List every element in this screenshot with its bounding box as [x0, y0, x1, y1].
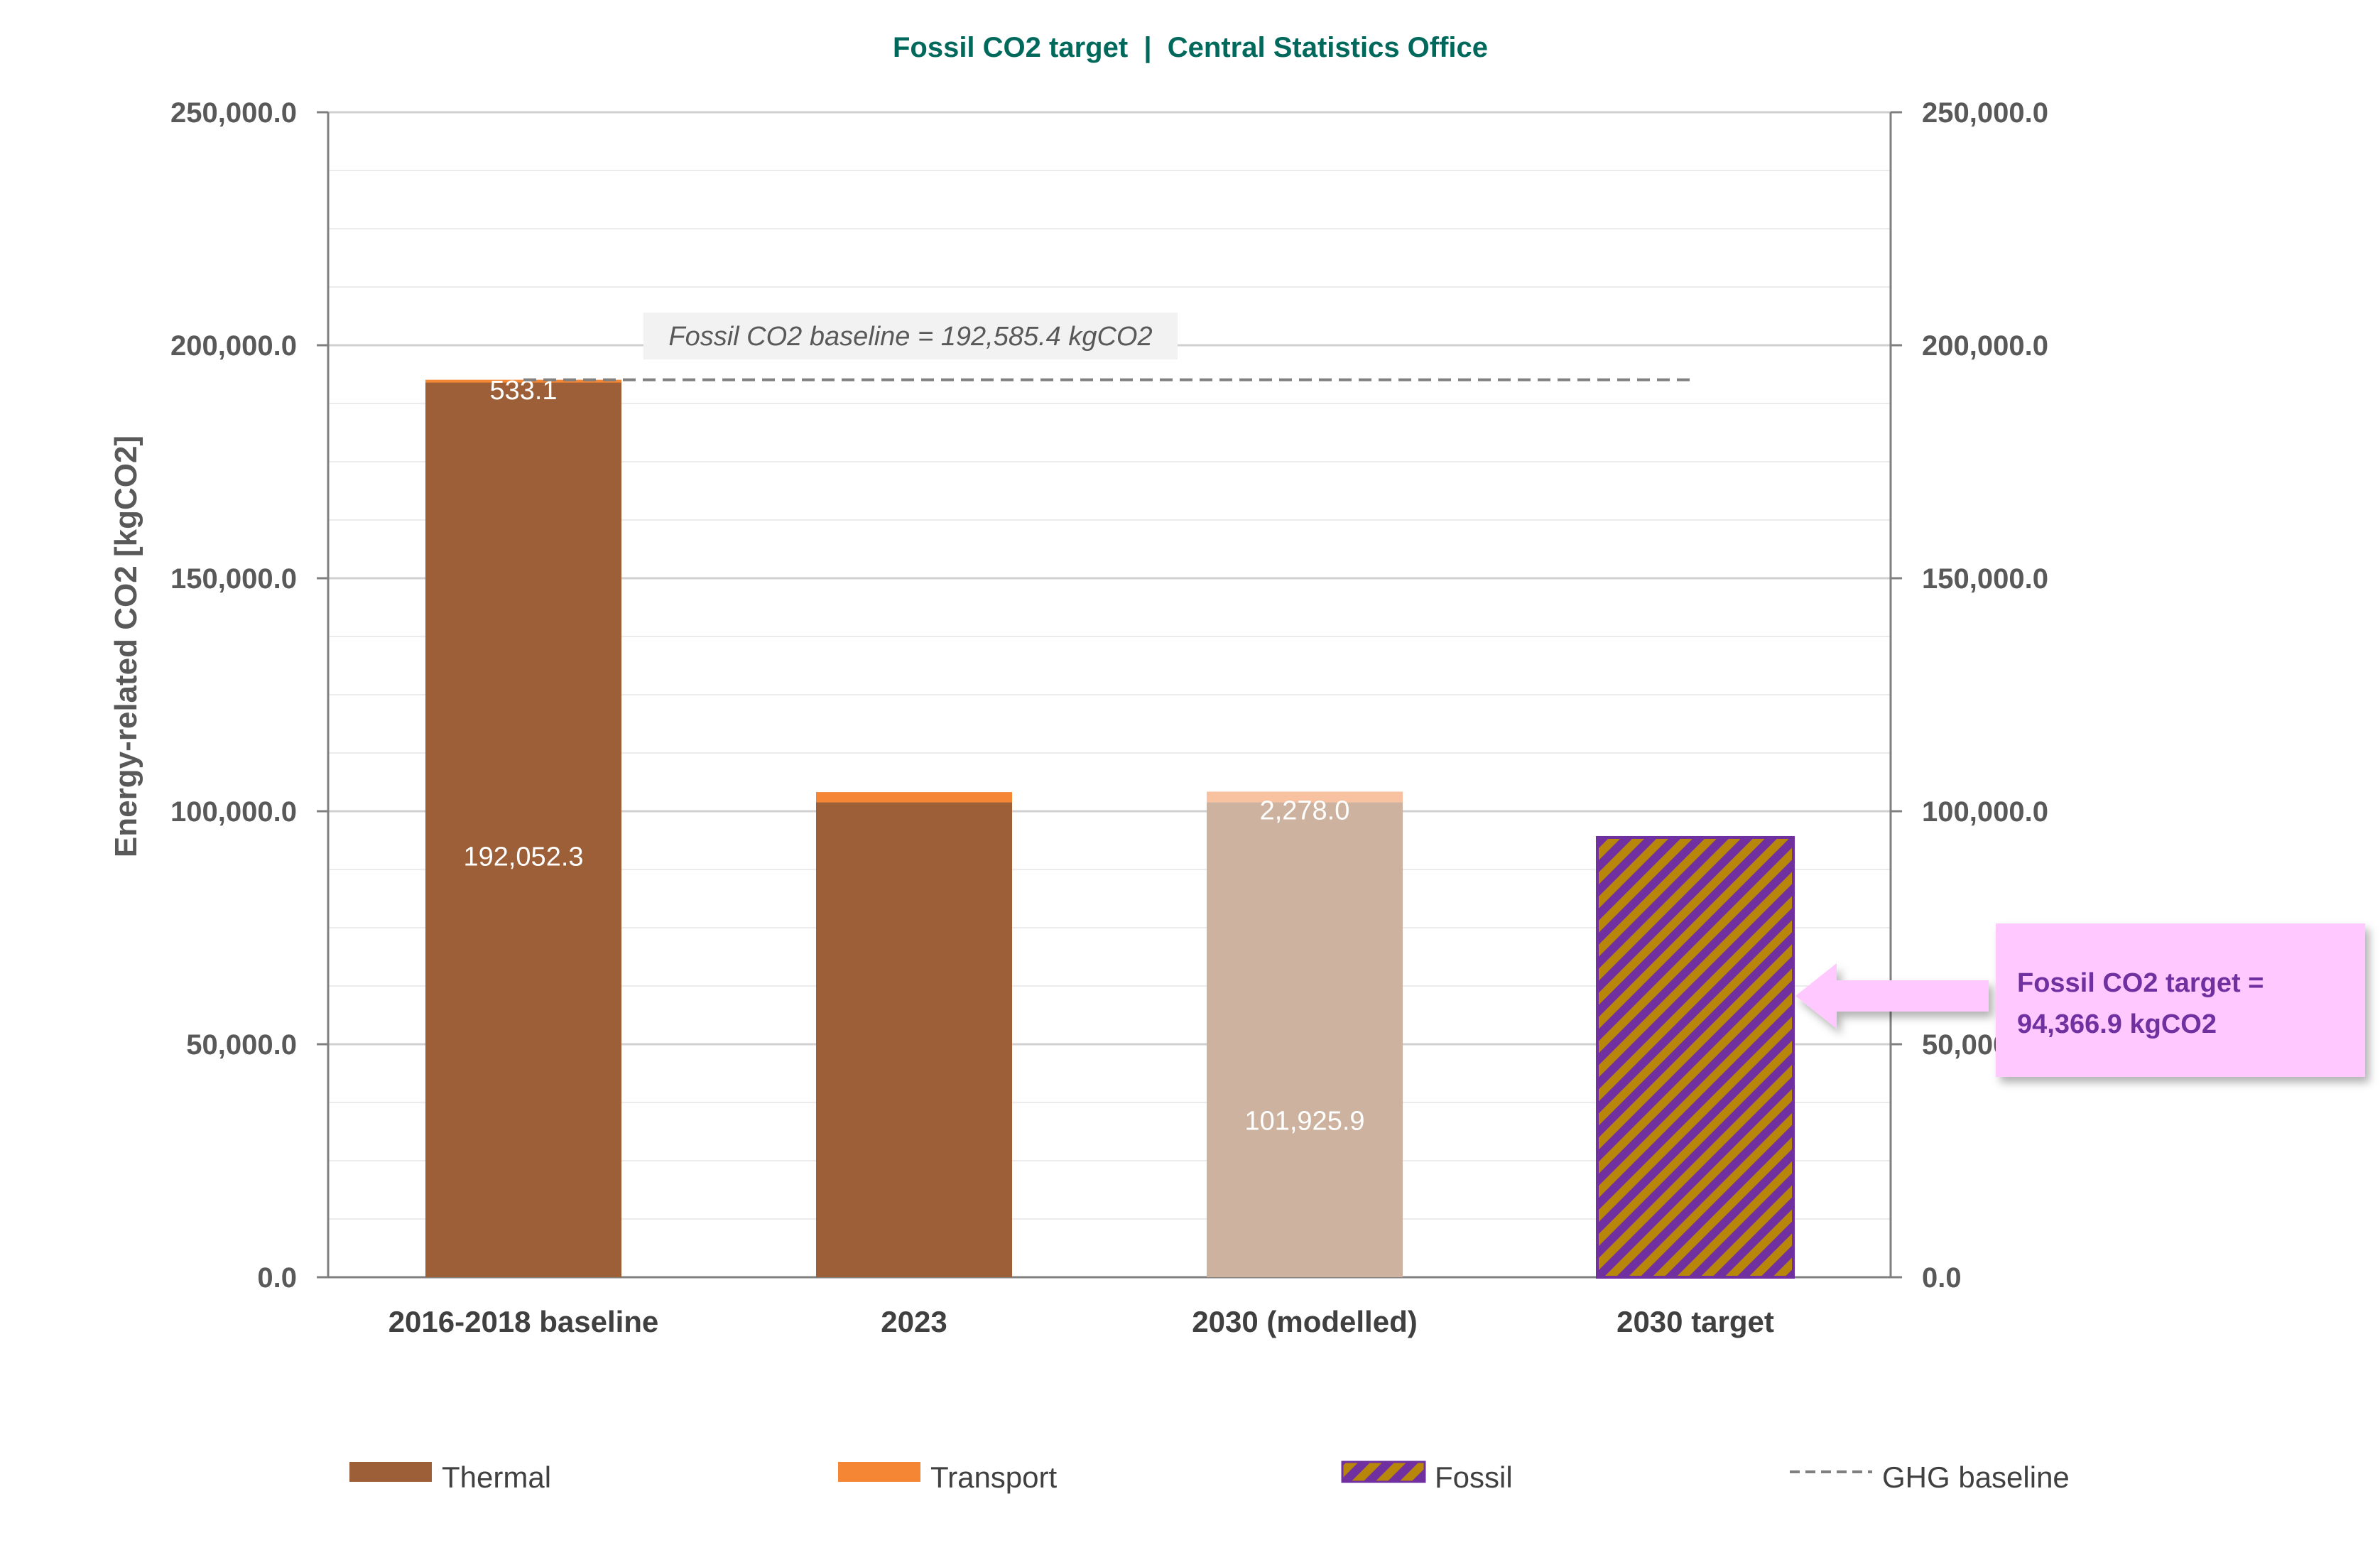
- legend-thermal: Thermal: [349, 1460, 551, 1494]
- bar-fossil-target: [1596, 835, 1795, 1279]
- bar-thermal: [1207, 802, 1403, 1277]
- callout-line-1: Fossil CO2 target =: [2017, 968, 2264, 998]
- legend-transport: Transport: [838, 1460, 1058, 1494]
- baseline-note: Fossil CO2 baseline = 192,585.4 kgCO2: [668, 322, 1152, 352]
- y-tick-label-right: 100,000.0: [1922, 796, 2048, 828]
- callout-line-2: 94,366.9 kgCO2: [2017, 1009, 2217, 1039]
- bar-transport: [816, 792, 1012, 803]
- legend-fossil: Fossil: [1341, 1460, 1513, 1494]
- y-tick-label-right: 200,000.0: [1922, 330, 2048, 362]
- legend-baseline-label: GHG baseline: [1882, 1460, 2070, 1494]
- legend-transport-label: Transport: [930, 1460, 1058, 1494]
- legend-thermal-label: Thermal: [442, 1460, 551, 1494]
- callout-box: [1996, 923, 2365, 1077]
- x-category-label: 2030 (modelled): [1192, 1305, 1417, 1338]
- value-label-thermal: 101,925.9: [1244, 1107, 1364, 1137]
- legend-fossil-swatch: [1341, 1460, 1426, 1483]
- y-axis-label: Energy-related CO2 [kgCO2]: [109, 435, 143, 857]
- legend-baseline: GHG baseline: [1790, 1460, 2070, 1494]
- y-axis-right-ticks: 0.050,000.0100,000.0150,000.0200,000.025…: [1891, 97, 2048, 1294]
- bar-thermal: [425, 382, 621, 1277]
- value-label-transport: 2,278.0: [1260, 796, 1350, 825]
- chart-title: Fossil CO2 target | Central Statistics O…: [893, 32, 1488, 63]
- y-tick-label-right: 250,000.0: [1922, 97, 2048, 129]
- y-tick-label-left: 100,000.0: [170, 796, 297, 828]
- y-axis-left-ticks: 0.0 50,000.0 100,000.0 150,000.0 200,000.0 25…: [170, 97, 328, 1294]
- legend-transport-swatch: [838, 1462, 920, 1482]
- y-tick-label-right: 0.0: [1922, 1262, 1962, 1294]
- category-labels: 2016-2018 baseline 2023 2030 (modelled) 203…: [388, 1305, 1774, 1338]
- legend-fossil-label: Fossil: [1435, 1460, 1513, 1494]
- x-category-label: 2030 target: [1616, 1305, 1774, 1338]
- y-tick-label-left: 150,000.0: [170, 563, 297, 595]
- y-tick-label-left: 50,000.0: [186, 1029, 297, 1061]
- x-category-label: 2016-2018 baseline: [388, 1305, 659, 1338]
- baseline-note-box: [643, 313, 1178, 359]
- y-tick-label-left: 200,000.0: [170, 330, 297, 362]
- legend: Thermal Transport Fossil GHG baseline: [349, 1460, 2070, 1494]
- x-category-label: 2023: [881, 1305, 947, 1338]
- baseline: Fossil CO2 baseline = 192,585.4 kgCO2: [523, 313, 1695, 381]
- y-tick-label-left: 250,000.0: [170, 97, 297, 129]
- bar-thermal: [816, 802, 1012, 1277]
- y-tick-label-left: 0.0: [257, 1262, 297, 1294]
- value-label-thermal: 192,052.3: [463, 842, 583, 872]
- bar-transport: [1207, 791, 1403, 803]
- callout-arrow: [1795, 963, 1989, 1029]
- target-callout: Fossil CO2 target = 94,366.9 kgCO2: [1795, 923, 2365, 1077]
- bars: [425, 379, 1795, 1279]
- legend-thermal-swatch: [349, 1462, 432, 1482]
- y-tick-label-right: 150,000.0: [1922, 563, 2048, 595]
